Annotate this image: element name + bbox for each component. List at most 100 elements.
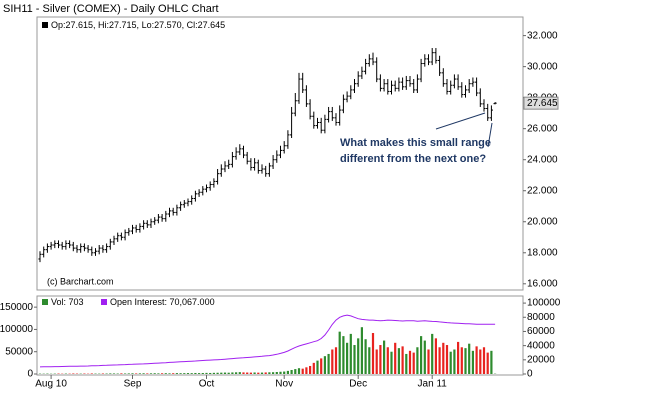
volume-bar — [383, 340, 386, 374]
volume-bar — [249, 372, 252, 374]
x-tick-label: Aug 10 — [35, 379, 67, 390]
volume-bar — [253, 372, 256, 374]
volume-bar — [153, 373, 156, 374]
volume-bar — [486, 352, 489, 374]
volume-bar — [386, 347, 389, 374]
volume-bar — [405, 353, 408, 374]
volume-bar — [149, 373, 153, 374]
volume-bar — [112, 373, 116, 374]
volume-bar — [453, 349, 456, 374]
volume-bar — [186, 373, 190, 374]
volume-bar — [349, 333, 352, 374]
volume-bar — [272, 372, 275, 374]
volume-bar — [120, 373, 123, 374]
volume-bar — [442, 342, 445, 374]
volume-bar — [238, 372, 241, 374]
annotation-arrow — [487, 122, 493, 148]
volume-bar — [142, 373, 145, 374]
volume-bar — [135, 373, 138, 374]
x-tick-label: Dec — [349, 379, 367, 390]
volume-bar — [368, 347, 371, 374]
chart-title: SIH11 - Silver (COMEX) - Daily OHLC Char… — [3, 3, 219, 15]
volume-bar — [305, 367, 308, 374]
volume-bar — [309, 365, 312, 374]
x-tick-label: Sep — [124, 379, 142, 390]
volume-bar — [172, 373, 175, 374]
y2-tick-label: 100000 — [527, 298, 561, 309]
volume-bar — [268, 372, 271, 374]
legend-label: Vol: 703 — [51, 297, 84, 307]
volume-bar — [479, 349, 482, 374]
volume-bar — [490, 350, 493, 374]
volume-bar — [320, 358, 323, 374]
volume-bar — [464, 348, 467, 374]
volume-bar — [157, 373, 160, 374]
volume-bar — [471, 350, 474, 374]
volume-bar — [283, 371, 286, 374]
volume-bar — [294, 369, 297, 374]
volume-bar — [279, 371, 282, 374]
x-tick-label: Jan 11 — [418, 379, 448, 390]
volume-bar — [168, 373, 171, 374]
last-price-label: 27.645 — [527, 98, 558, 109]
volume-bar — [316, 360, 319, 374]
annotation: different from the next one? — [340, 153, 486, 165]
volume-bar — [408, 350, 412, 374]
volume-bar — [323, 356, 326, 374]
x-tick-label: Nov — [275, 379, 293, 390]
volume-bar — [394, 342, 397, 374]
volume-bar — [127, 373, 130, 374]
volume-bar — [334, 347, 338, 374]
y-tick-label: 26.000 — [527, 123, 558, 134]
annotation: What makes this small range — [340, 137, 491, 149]
volume-bar — [190, 373, 193, 374]
volume-bar — [164, 373, 167, 374]
volume-bar — [379, 345, 382, 374]
volume-bar — [416, 347, 419, 374]
volume-bar — [390, 351, 393, 374]
y-tick-label: 24.000 — [527, 154, 558, 165]
volume-bar — [216, 372, 219, 374]
legend-swatch — [42, 299, 48, 305]
volume-bar — [301, 368, 304, 374]
volume-bar — [423, 340, 426, 374]
volume-bar — [138, 373, 141, 374]
volume-bar — [209, 372, 212, 374]
volume-bar — [342, 336, 345, 374]
volume-bar — [275, 371, 278, 374]
volume-bar — [371, 332, 375, 374]
volume-bar — [412, 352, 415, 374]
annotation-arrow — [435, 112, 486, 130]
volume-bar — [312, 362, 315, 374]
legend-swatch — [101, 299, 107, 305]
volume-bar — [179, 373, 182, 374]
volume-bar — [360, 327, 363, 374]
volume-bar — [194, 372, 197, 374]
volume-bar — [297, 368, 301, 374]
volume-bar — [90, 373, 93, 374]
last-price-box — [523, 96, 559, 110]
volume-bar — [264, 372, 267, 374]
volume-bar — [431, 333, 434, 374]
volume-bar — [475, 346, 478, 374]
volume-bar — [427, 349, 430, 374]
y2-tick-label: 20000 — [527, 354, 555, 365]
volume-bar — [457, 341, 460, 374]
y-tick-label: 32.000 — [527, 30, 558, 41]
volume-bar — [227, 372, 230, 374]
volume-bar — [460, 347, 463, 374]
volume-bar — [375, 349, 378, 374]
volume-bar — [438, 347, 441, 374]
legend-swatch — [42, 22, 48, 28]
y-tick-label: 100000 — [0, 324, 33, 335]
y-tick-label: 150000 — [0, 302, 33, 313]
y2-tick-label: 80000 — [527, 312, 555, 323]
volume-bar — [198, 373, 201, 374]
volume-bar — [223, 372, 227, 374]
volume-bar — [290, 369, 293, 374]
volume-bar — [445, 345, 449, 374]
volume-bar — [201, 373, 204, 374]
volume-bar — [175, 373, 178, 374]
x-tick-label: Oct — [199, 379, 215, 390]
